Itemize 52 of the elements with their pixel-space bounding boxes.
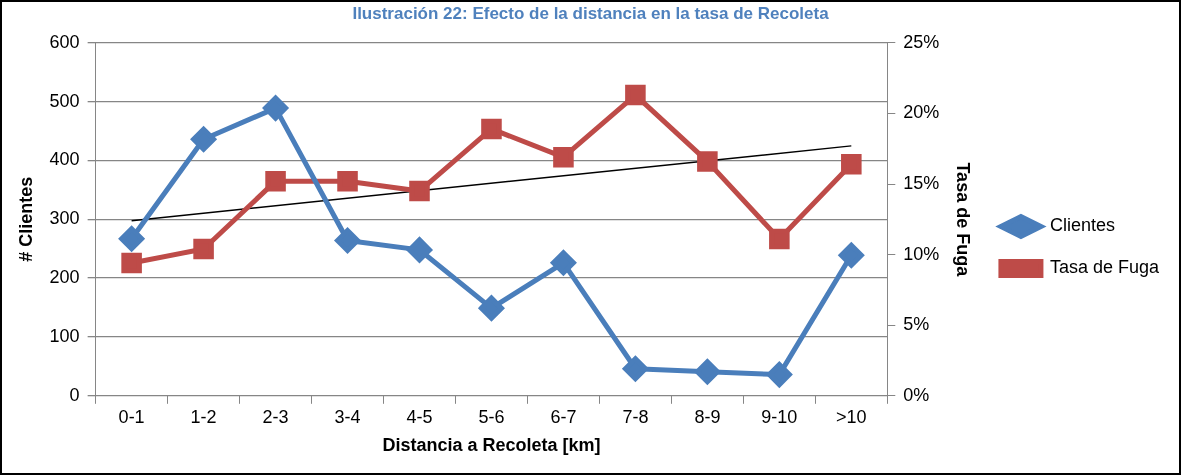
y-tick-label: 0 xyxy=(69,384,80,405)
y-tick-label: 400 xyxy=(49,149,80,170)
legend-label: Clientes xyxy=(1049,215,1115,236)
point xyxy=(263,95,289,121)
point xyxy=(121,252,142,274)
x-tick-label: 8-9 xyxy=(694,406,721,427)
x-tick-label: 6-7 xyxy=(550,406,577,427)
point xyxy=(481,118,502,140)
point xyxy=(838,242,864,268)
y-tick-label: 300 xyxy=(49,208,80,229)
x-axis-title: Distancia a Recoleta [km] xyxy=(382,435,601,456)
point xyxy=(766,362,792,388)
y2-tick-label: 5% xyxy=(903,314,930,335)
y-tick-label: 500 xyxy=(49,90,80,111)
point xyxy=(841,153,862,175)
y2-tick-label: 20% xyxy=(903,102,940,123)
x-tick-label: 1-2 xyxy=(190,406,217,427)
x-tick-label: 2-3 xyxy=(262,406,289,427)
point xyxy=(265,170,286,192)
point xyxy=(119,226,145,252)
y2-tick-label: 10% xyxy=(903,243,940,264)
point xyxy=(550,250,576,276)
point xyxy=(409,180,430,202)
x-tick-label: 5-6 xyxy=(478,406,505,427)
x-tick-label: 9-10 xyxy=(761,406,798,427)
y-tick-label: 600 xyxy=(49,31,80,52)
y-tick-label: 100 xyxy=(49,325,80,346)
point xyxy=(193,238,214,260)
x-tick-label: 4-5 xyxy=(406,406,433,427)
y2-tick-label: 15% xyxy=(903,172,940,193)
y-axis-title: # Clientes xyxy=(15,176,36,262)
point xyxy=(769,228,790,250)
point xyxy=(337,170,358,192)
point xyxy=(407,237,432,263)
x-tick-label: 7-8 xyxy=(622,406,649,427)
y2-tick-label: 0% xyxy=(903,384,930,405)
point xyxy=(478,295,504,321)
point xyxy=(553,146,574,168)
x-tick-label: >10 xyxy=(836,406,867,427)
chart-title: Ilustración 22: Efecto de la distancia en la tasa de Recoleta xyxy=(351,4,830,24)
y2-tick-label: 25% xyxy=(903,31,940,52)
point xyxy=(694,359,720,385)
x-tick-label: 3-4 xyxy=(334,406,361,427)
point xyxy=(622,356,648,382)
x-tick-label: 0-1 xyxy=(118,406,145,427)
legend-label: Tasa de Fuga xyxy=(1049,257,1160,278)
y-tick-label: 200 xyxy=(49,267,80,288)
point xyxy=(697,151,718,172)
point xyxy=(191,126,217,152)
y2-axis-title: Tasa de Fuga xyxy=(953,162,974,278)
point xyxy=(335,227,361,253)
point xyxy=(625,84,646,106)
